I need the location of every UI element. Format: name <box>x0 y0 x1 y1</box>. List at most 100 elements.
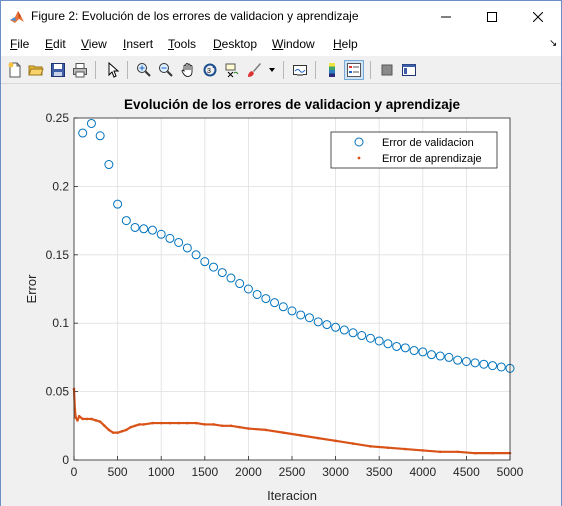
menu-bar: File Edit View Insert Tools Desktop Wind… <box>1 32 561 56</box>
menu-help[interactable]: Help <box>333 37 358 51</box>
new-figure-button[interactable] <box>5 60 25 80</box>
validation-point <box>86 118 96 128</box>
validation-point <box>453 355 463 365</box>
validation-point <box>339 325 349 335</box>
validation-point <box>156 229 166 239</box>
menu-file[interactable]: File <box>10 37 30 51</box>
x-tick-label: 1500 <box>191 465 218 479</box>
validation-point <box>165 233 175 243</box>
figure-area: 0 500 1000 1500 2000 2500 3000 3500 4000 4500 5000… <box>1 85 561 506</box>
brush-icon <box>248 63 261 77</box>
menu-window[interactable]: Window <box>272 37 315 51</box>
validation-point <box>226 273 236 283</box>
training-point <box>203 423 207 426</box>
title-bar[interactable]: Figure 2: Evolución de los errores de va… <box>1 1 561 32</box>
menu-desktop[interactable]: Desktop <box>213 37 258 51</box>
y-tick-label: 0.15 <box>46 248 70 262</box>
axes-box <box>73 117 511 461</box>
training-point <box>334 439 337 443</box>
training-point <box>81 417 85 421</box>
print-button[interactable] <box>70 60 90 80</box>
toolbar-separator <box>315 61 316 79</box>
menu-view[interactable]: View <box>81 37 107 51</box>
training-point <box>111 431 115 434</box>
dock-figure-icon[interactable]: ↘ <box>549 38 558 49</box>
validation-point <box>383 339 393 349</box>
rotate-3d-icon: 3 <box>203 63 217 77</box>
hide-plot-tools-icon <box>381 64 393 76</box>
link-plot-button[interactable] <box>290 60 310 80</box>
training-point <box>76 419 79 422</box>
validation-point <box>113 199 123 209</box>
zoom-out-icon <box>159 63 173 77</box>
plot-svg[interactable]: 0 500 1000 1500 2000 2500 3000 3500 4000 4500 5000… <box>1 85 561 506</box>
x-axis-label: Iteracion <box>267 488 317 503</box>
training-point <box>94 419 98 422</box>
validation-point <box>278 302 288 312</box>
axis-ticks: 0 500 1000 1500 2000 2500 3000 3500 4000 4500 5000… <box>46 111 524 479</box>
x-tick-label: 2500 <box>279 465 306 479</box>
training-point <box>351 442 355 445</box>
series-validacion <box>78 118 515 373</box>
save-icon <box>51 63 65 77</box>
x-tick-label: 4500 <box>453 465 480 479</box>
validation-point <box>252 289 262 299</box>
close-button[interactable] <box>515 1 561 32</box>
menu-insert[interactable]: Insert <box>123 37 154 51</box>
validation-point <box>357 331 367 341</box>
validation-point <box>409 346 419 356</box>
menu-edit[interactable]: Edit <box>45 37 66 51</box>
open-file-button[interactable] <box>26 60 46 80</box>
legend[interactable]: Error de validacion Error de aprendizaje <box>330 131 498 169</box>
minimize-button[interactable] <box>423 1 469 32</box>
training-point <box>138 423 141 426</box>
hide-plot-tools-button[interactable] <box>377 60 397 80</box>
training-point <box>125 428 128 432</box>
toolbar-separator <box>283 61 284 79</box>
brush-dropdown-icon <box>269 68 275 72</box>
zoom-in-button[interactable] <box>134 60 154 80</box>
menu-tools[interactable]: Tools <box>168 37 197 51</box>
brush-dropdown-button[interactable] <box>266 60 278 80</box>
training-point <box>421 449 425 452</box>
legend-label-aprendizaje: Error de aprendizaje <box>382 153 482 165</box>
edit-plot-button[interactable] <box>103 60 123 80</box>
insert-colorbar-button[interactable] <box>322 60 342 80</box>
validation-point <box>121 216 131 226</box>
validation-point <box>444 352 454 362</box>
pan-button[interactable] <box>178 60 198 80</box>
data-cursor-button[interactable] <box>222 60 242 80</box>
zoom-out-button[interactable] <box>156 60 176 80</box>
brush-button[interactable] <box>244 60 264 80</box>
validation-point <box>78 128 88 138</box>
validation-point <box>147 225 157 235</box>
insert-legend-button[interactable] <box>344 60 364 80</box>
training-point <box>142 423 146 426</box>
show-plot-tools-button[interactable] <box>399 60 419 80</box>
save-button[interactable] <box>48 60 68 80</box>
validation-point <box>287 306 297 316</box>
training-point <box>438 450 442 454</box>
validation-point <box>200 257 210 267</box>
maximize-button[interactable] <box>469 1 515 32</box>
validation-point <box>435 351 445 361</box>
x-tick-label: 2000 <box>235 465 262 479</box>
validation-point <box>470 358 480 368</box>
validation-point <box>191 250 201 260</box>
training-point <box>369 445 372 448</box>
validation-point <box>374 336 384 346</box>
rotate-3d-button[interactable]: 3 <box>200 60 220 80</box>
validation-point <box>365 333 375 343</box>
figure-toolbar: 3 <box>1 56 561 84</box>
training-point <box>98 420 102 423</box>
training-point <box>151 421 154 425</box>
window-title: Figure 2: Evolución de los errores de va… <box>31 9 359 23</box>
training-point <box>299 434 303 437</box>
y-axis-label: Error <box>24 274 39 304</box>
matlab-logo-icon <box>9 9 25 25</box>
training-point <box>316 436 320 440</box>
minimize-icon <box>441 16 451 17</box>
training-point <box>456 450 459 454</box>
training-point <box>404 447 407 451</box>
